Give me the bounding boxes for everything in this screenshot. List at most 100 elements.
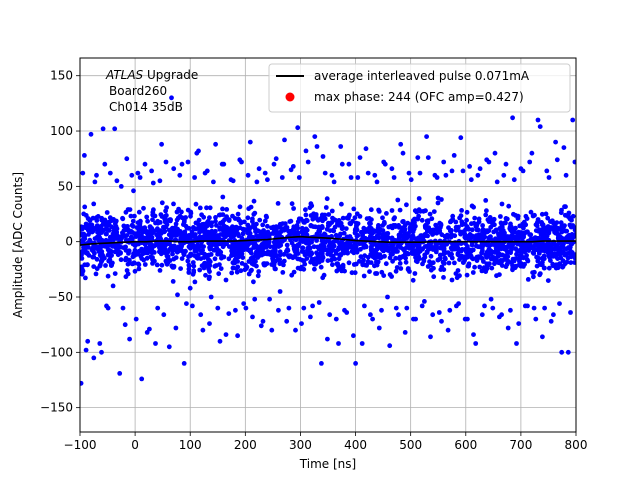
noise-sample-point <box>410 277 416 283</box>
noise-sample-point <box>107 247 112 253</box>
noise-sample-point <box>439 264 445 270</box>
noise-sample-point <box>338 264 344 270</box>
atlas-annotation: ATLAS Upgrade Board260 Ch014 35dB <box>105 68 198 114</box>
noise-sample-point <box>157 245 162 251</box>
scatter-point <box>153 341 158 346</box>
noise-sample-point <box>554 220 560 226</box>
noise-sample-point <box>179 209 184 215</box>
noise-sample-point <box>535 219 541 225</box>
noise-sample-point <box>449 255 455 261</box>
scatter-point <box>215 305 221 311</box>
noise-sample-point <box>477 264 483 270</box>
scatter-point <box>256 166 262 172</box>
noise-sample-point <box>486 246 492 252</box>
noise-sample-point <box>484 208 489 214</box>
noise-sample-point <box>303 207 308 213</box>
noise-sample-point <box>171 201 176 207</box>
noise-sample-point <box>471 220 477 226</box>
noise-sample-point <box>360 232 365 238</box>
noise-sample-point <box>311 261 317 267</box>
noise-sample-point <box>472 264 477 270</box>
noise-sample-point <box>461 229 467 234</box>
noise-sample-point <box>80 255 83 261</box>
scatter-point <box>338 144 344 149</box>
scatter-point <box>179 161 185 167</box>
scatter-point <box>451 153 457 158</box>
noise-sample-point <box>308 201 314 207</box>
noise-sample-point <box>466 263 471 269</box>
noise-sample-point <box>354 232 360 238</box>
noise-sample-point <box>281 227 287 233</box>
scatter-point <box>144 330 150 335</box>
scatter-point <box>163 159 169 165</box>
noise-sample-point <box>531 274 536 280</box>
noise-sample-point <box>476 216 482 222</box>
noise-sample-point <box>427 211 433 217</box>
noise-sample-point <box>280 270 286 275</box>
noise-sample-point <box>317 216 323 222</box>
noise-sample-point <box>206 257 212 263</box>
noise-sample-point <box>539 255 545 261</box>
noise-sample-point <box>82 236 88 242</box>
noise-sample-point <box>158 241 163 247</box>
noise-sample-point <box>479 250 484 256</box>
noise-sample-point <box>540 236 545 242</box>
noise-sample-point <box>290 226 296 232</box>
scatter-point <box>258 323 264 329</box>
noise-sample-point <box>172 243 177 249</box>
noise-sample-point <box>212 247 218 253</box>
noise-sample-point <box>89 227 94 233</box>
noise-sample-point <box>386 248 391 254</box>
noise-sample-point <box>220 206 225 212</box>
noise-sample-point <box>489 265 495 271</box>
noise-sample-point <box>217 262 222 267</box>
scatter-point <box>82 153 87 158</box>
annotation-line: Board260 <box>109 84 167 98</box>
noise-sample-point <box>393 255 398 261</box>
noise-sample-point <box>170 226 175 232</box>
noise-sample-point <box>89 222 95 228</box>
noise-sample-point <box>405 267 411 272</box>
noise-sample-point <box>239 235 245 241</box>
noise-sample-point <box>389 274 394 279</box>
noise-sample-point <box>103 263 108 268</box>
noise-sample-point <box>327 243 333 249</box>
noise-sample-point <box>500 242 505 248</box>
scatter-point <box>166 344 172 350</box>
noise-sample-point <box>498 214 503 219</box>
noise-sample-point <box>224 207 230 212</box>
noise-sample-point <box>314 238 319 243</box>
noise-sample-point <box>398 266 404 271</box>
noise-sample-point <box>173 255 179 260</box>
noise-sample-point <box>322 212 328 218</box>
noise-sample-point <box>118 257 124 263</box>
noise-sample-point <box>520 221 525 227</box>
scatter-point <box>490 305 496 311</box>
scatter-point <box>533 316 539 322</box>
scatter-point <box>565 349 571 355</box>
noise-sample-point <box>229 228 235 234</box>
noise-sample-point <box>113 229 119 235</box>
noise-sample-point <box>330 215 335 221</box>
scatter-point <box>456 301 461 306</box>
scatter-point <box>290 164 296 169</box>
noise-sample-point <box>533 228 539 234</box>
noise-sample-point <box>521 264 526 269</box>
noise-sample-point <box>456 247 461 253</box>
x-tick-label: 700 <box>509 438 532 452</box>
noise-sample-point <box>182 218 187 224</box>
scatter-point <box>382 161 388 167</box>
noise-sample-point <box>96 245 102 250</box>
noise-sample-point <box>136 266 142 272</box>
noise-sample-point <box>475 227 481 233</box>
scatter-point <box>149 168 155 174</box>
noise-sample-point <box>322 216 328 222</box>
noise-sample-point <box>198 227 204 232</box>
noise-sample-point <box>99 252 105 257</box>
noise-sample-point <box>506 203 512 209</box>
noise-sample-point <box>509 260 514 265</box>
noise-sample-point <box>470 247 476 253</box>
noise-sample-point <box>159 262 165 268</box>
noise-sample-point <box>536 255 541 261</box>
